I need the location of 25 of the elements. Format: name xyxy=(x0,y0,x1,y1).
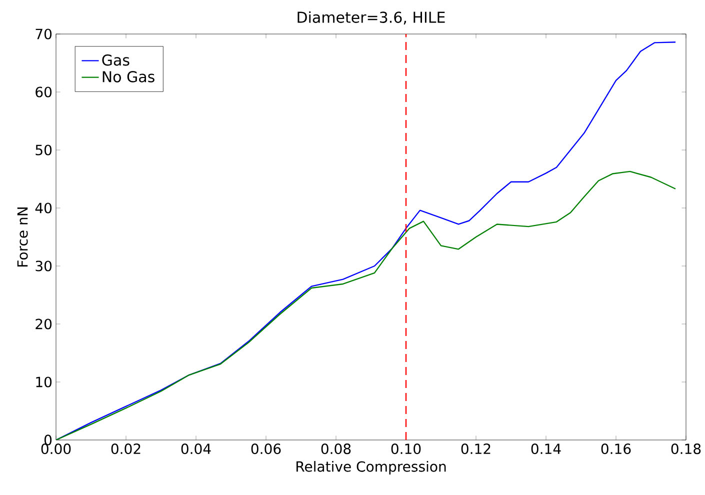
x-axis-title: Relative Compression xyxy=(296,460,446,475)
x-tick-label: 0.02 xyxy=(111,444,140,454)
x-tick-label: 0.04 xyxy=(181,444,211,454)
x-tick-label: 0.12 xyxy=(461,444,490,454)
y-tick-label: 10 xyxy=(36,376,52,388)
y-tick-label: 0 xyxy=(44,434,52,446)
y-tick-label: 40 xyxy=(35,202,52,214)
x-tick-label: 0.18 xyxy=(671,444,701,454)
line-series xyxy=(56,42,676,440)
legend-label: Gas xyxy=(102,54,130,66)
x-tick-label: 0.08 xyxy=(321,444,351,454)
y-tick-label: 50 xyxy=(36,144,52,156)
x-tick-label: 0.16 xyxy=(601,444,631,454)
chart-title: Diameter=3.6, HILE xyxy=(298,11,445,24)
x-tick-label: 0.00 xyxy=(41,444,71,454)
y-tick-label: 60 xyxy=(36,86,52,98)
x-tick-label: 0.06 xyxy=(251,444,281,454)
y-tick-label: 70 xyxy=(36,28,52,40)
x-tick-label: 0.14 xyxy=(531,444,561,454)
y-axis-title: Force nN xyxy=(17,208,28,266)
x-tick-label: 0.10 xyxy=(391,444,421,454)
legend-label: No Gas xyxy=(102,71,154,82)
y-tick-label: 20 xyxy=(36,318,52,330)
line-series xyxy=(56,170,676,440)
y-tick-label: 30 xyxy=(36,260,52,272)
